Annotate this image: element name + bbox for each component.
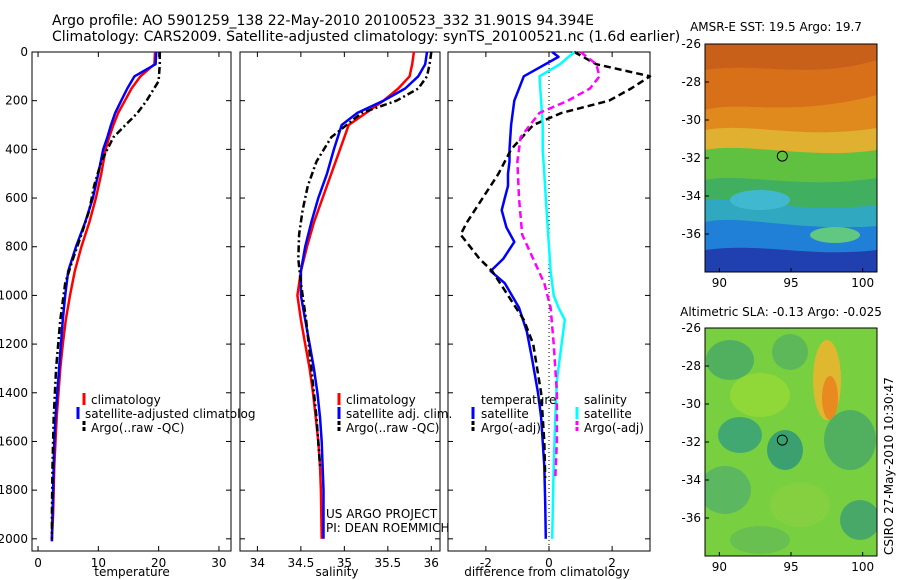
temperature-xlabel: temperature xyxy=(94,565,169,579)
y-tick-label: 1000 xyxy=(0,288,28,302)
legend-label-climatology: climatology xyxy=(91,393,161,407)
map-y-tick-label: -28 xyxy=(681,359,701,373)
x-tick-label: 35.5 xyxy=(374,556,401,570)
series-line-1 xyxy=(50,51,158,542)
series-line-2 xyxy=(50,52,162,539)
legend-title-temperature: temperature xyxy=(481,393,556,407)
map-y-tick-label: -30 xyxy=(681,113,701,127)
credit-project: US ARGO PROJECT xyxy=(326,507,438,521)
map-y-tick-label: -32 xyxy=(681,435,701,449)
temperature-legend: climatology satellite-adjusted climatolo… xyxy=(76,393,255,435)
map-x-tick-label: 100 xyxy=(851,276,874,290)
map-y-tick-label: -30 xyxy=(681,397,701,411)
series-line-1 xyxy=(459,50,652,479)
map-x-tick-label: 90 xyxy=(712,276,727,290)
sla-argo-location-marker xyxy=(776,434,788,446)
csiro-timestamp: CSIRO 27-May-2010 10:30:47 xyxy=(882,377,896,555)
sst-map-title: AMSR-E SST: 19.5 Argo: 19.7 xyxy=(690,20,862,34)
sla-map-title: Altimetric SLA: -0.13 Argo: -0.025 xyxy=(680,305,882,319)
series-line-0 xyxy=(296,51,416,539)
y-tick-label: 400 xyxy=(5,142,28,156)
temperature-axes-frame xyxy=(31,51,232,552)
y-tick-label: 800 xyxy=(5,240,28,254)
sst-field xyxy=(705,44,877,272)
temperature-panel: 0 10 20 30 0 200 400 600 800 1000 1200 1400 1600 1800… xyxy=(0,45,255,579)
map-y-tick-label: -28 xyxy=(681,75,701,89)
salinity-panel: 34 34.5 35 35.5 36 salinity climatology sate… xyxy=(239,51,452,579)
x-tick-label: 10 xyxy=(91,556,106,570)
map-y-tick-label: -26 xyxy=(681,321,701,335)
series-line-2 xyxy=(297,51,433,466)
y-tick-label: 200 xyxy=(5,94,28,108)
y-tick-label: 1800 xyxy=(0,483,28,497)
difference-xlabel: difference from climatology xyxy=(464,565,630,579)
legend-label-satellite: satellite adj. clim. xyxy=(346,407,452,421)
map-y-tick-label: -36 xyxy=(681,227,701,241)
legend-label-satellite: satellite-adjusted climatolog xyxy=(85,407,255,421)
series-line-2 xyxy=(538,51,576,539)
legend-label-argo: Argo(..raw -QC) xyxy=(91,421,184,435)
x-tick-label: 36 xyxy=(424,556,439,570)
x-tick-label: 20 xyxy=(151,556,166,570)
x-tick-label: 0 xyxy=(34,556,42,570)
legend-label-temp-argo: Argo(-adj) xyxy=(481,421,541,435)
x-tick-label: 2 xyxy=(608,556,616,570)
legend-label-argo: Argo(..raw -QC) xyxy=(346,421,439,435)
legend-label-climatology: climatology xyxy=(346,393,416,407)
y-tick-label: 1200 xyxy=(0,337,28,351)
map-y-tick-label: -34 xyxy=(681,189,701,203)
y-tick-label: 600 xyxy=(5,191,28,205)
map-x-tick-label: 90 xyxy=(712,560,727,574)
figure-title-line2: Climatology: CARS2009. Satellite-adjuste… xyxy=(52,29,681,45)
series-line-0 xyxy=(50,51,157,542)
legend-label-temp-satellite: satellite xyxy=(481,407,529,421)
series-line-0 xyxy=(489,51,560,539)
legend-label-sal-satellite: satellite xyxy=(584,407,632,421)
series-line-3 xyxy=(516,51,601,479)
legend-label-sal-argo: Argo(-adj) xyxy=(584,421,644,435)
sst-argo-location-marker xyxy=(776,150,788,162)
y-tick-label: 1400 xyxy=(0,386,28,400)
series-line-1 xyxy=(299,51,429,539)
y-tick-label: 1600 xyxy=(0,434,28,448)
map-y-tick-label: -32 xyxy=(681,151,701,165)
credit-pi: PI: DEAN ROEMMICH xyxy=(326,521,449,535)
difference-panel: -2 0 2 difference from climatology tempera… xyxy=(447,50,652,579)
sla-map-panel: Altimetric SLA: -0.13 Argo: -0.025 90 95 1… xyxy=(680,305,882,574)
salinity-axes-frame xyxy=(239,51,441,552)
difference-legend: temperature satellite Argo(-adj) salinit… xyxy=(471,393,644,435)
map-x-tick-label: 100 xyxy=(851,560,874,574)
y-tick-label: 0 xyxy=(20,45,28,59)
map-y-tick-label: -26 xyxy=(681,37,701,51)
x-tick-label: 35 xyxy=(337,556,352,570)
sla-field xyxy=(705,328,877,556)
sst-map-panel: AMSR-E SST: 19.5 Argo: 19.7 90 95 100 -26 -2… xyxy=(681,20,878,290)
map-y-tick-label: -34 xyxy=(681,473,701,487)
x-tick-label: 30 xyxy=(211,556,226,570)
map-x-tick-label: 95 xyxy=(783,560,798,574)
salinity-legend: climatology satellite adj. clim. Argo(..… xyxy=(337,393,452,435)
y-tick-label: 2000 xyxy=(0,532,28,546)
figure-title-line1: Argo profile: AO 5901259_138 22-May-2010… xyxy=(52,13,594,29)
x-tick-label: 0 xyxy=(545,556,553,570)
map-x-tick-label: 95 xyxy=(783,276,798,290)
salinity-xlabel: salinity xyxy=(315,565,358,579)
x-tick-label: 34.5 xyxy=(288,556,315,570)
legend-title-salinity: salinity xyxy=(584,393,627,407)
x-tick-label: -2 xyxy=(480,556,492,570)
x-tick-label: 34 xyxy=(250,556,265,570)
map-y-tick-label: -36 xyxy=(681,511,701,525)
